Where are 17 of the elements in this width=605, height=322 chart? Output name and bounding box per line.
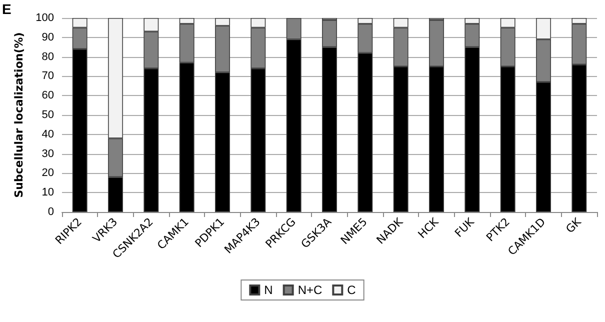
text: E (2, 1, 12, 17)
legend-label: C (347, 283, 356, 297)
y-tick-label: 70 (42, 70, 54, 82)
y-tick-label: 30 (42, 148, 54, 160)
y-tick-label: 60 (42, 90, 54, 102)
legend-label: N (264, 283, 273, 297)
y-tick-label: 80 (42, 50, 54, 63)
y-axis-title: Subcellular localization(%) (12, 32, 26, 198)
y-tick-label: 50 (42, 109, 54, 121)
y-tick-label: 20 (42, 167, 54, 180)
x-tick-label: GK (563, 214, 584, 236)
y-tick-label: 90 (42, 31, 54, 44)
y-tick-label: 10 (42, 186, 54, 199)
legend-label: N+C (298, 283, 323, 297)
y-tick-label: 100 (36, 12, 54, 24)
y-tick-label: 0 (48, 206, 54, 218)
y-tick-label: 40 (42, 128, 54, 140)
